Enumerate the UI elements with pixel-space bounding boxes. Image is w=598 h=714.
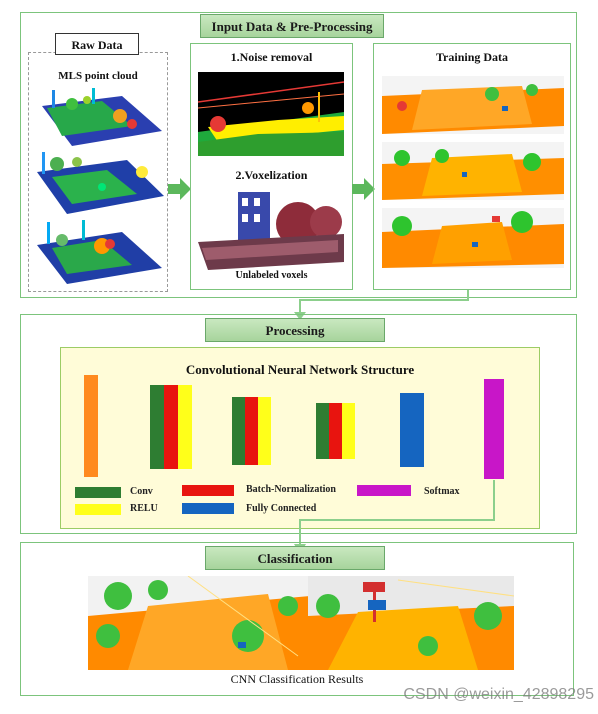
legend-label-relu: RELU xyxy=(130,503,158,514)
training-image-3 xyxy=(382,208,564,268)
input-layer xyxy=(84,375,98,477)
classification-section-frame xyxy=(20,542,574,696)
processing-section-header: Processing xyxy=(205,318,385,342)
legend-label-fully-connected: Fully Connected xyxy=(246,503,317,514)
noise-removal-label: 1.Noise removal xyxy=(230,50,313,64)
conv-block-2 xyxy=(232,397,271,465)
legend-swatch-fully-connected xyxy=(182,503,234,514)
classification-caption: CNN Classification Results xyxy=(230,672,364,686)
softmax-layer xyxy=(484,379,504,479)
arrow-preprocess-to-training xyxy=(352,178,375,200)
raw-data-title: Raw Data xyxy=(55,33,139,55)
raw-point-cloud-images xyxy=(37,88,164,284)
legend-label-batchnorm: Batch-Normalization xyxy=(246,484,336,495)
watermark: CSDN @weixin_42898295 xyxy=(403,686,594,703)
training-data-images xyxy=(382,76,564,268)
classification-result-image-2 xyxy=(308,576,514,670)
legend-swatch-conv xyxy=(75,487,121,498)
arrow-raw-to-preprocess xyxy=(168,178,191,200)
raw-cloud-1 xyxy=(42,88,162,146)
conv-block-3 xyxy=(316,403,355,459)
training-image-2 xyxy=(382,142,564,200)
processing-section-frame xyxy=(20,314,577,534)
cnn-panel xyxy=(60,347,540,529)
legend-swatch-softmax xyxy=(357,485,411,496)
raw-cloud-2 xyxy=(37,152,164,214)
cnn-layers-diagram xyxy=(84,375,504,479)
fully-connected-layer xyxy=(400,393,424,467)
input-section-frame xyxy=(20,12,577,298)
training-data-panel xyxy=(373,43,571,290)
raw-cloud-3 xyxy=(37,220,162,284)
training-data-title: Training Data xyxy=(435,50,509,64)
raw-data-subtitle: MLS point cloud xyxy=(58,70,138,82)
preprocessing-panel xyxy=(190,43,353,290)
legend-swatch-relu xyxy=(75,504,121,515)
classification-result-image-1 xyxy=(88,576,310,670)
legend-label-conv: Conv xyxy=(130,486,153,497)
training-image-1 xyxy=(382,76,564,134)
legend-swatch-batchnorm xyxy=(182,485,234,496)
noise-removal-image xyxy=(198,72,344,156)
input-section-header: Input Data & Pre-Processing xyxy=(200,14,384,38)
conv-block-1 xyxy=(150,385,192,469)
voxelization-image xyxy=(198,192,344,270)
cnn-title: Convolutional Neural Network Structure xyxy=(185,362,415,377)
legend-label-softmax: Softmax xyxy=(424,486,460,497)
unlabeled-voxels-caption: Unlabeled voxels xyxy=(235,270,308,281)
classification-section-header: Classification xyxy=(205,546,385,570)
voxelization-label: 2.Voxelization xyxy=(235,168,308,182)
